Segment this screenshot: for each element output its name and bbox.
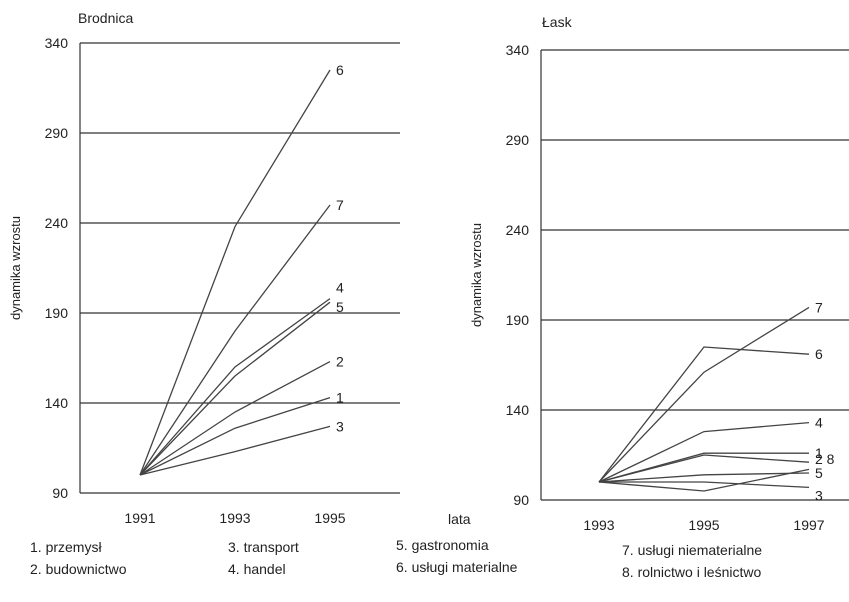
series-line-6 bbox=[139, 69, 331, 476]
y-tick-label: 290 bbox=[506, 132, 530, 148]
series-line-3 bbox=[139, 425, 331, 476]
chart-title: Brodnica bbox=[78, 10, 133, 26]
x-tick-label: 1993 bbox=[219, 510, 250, 526]
legend-item: 6. usługi materialne bbox=[396, 559, 518, 575]
series-label-2: 2 bbox=[336, 354, 344, 370]
y-tick-label: 90 bbox=[52, 485, 68, 501]
series-label-4: 4 bbox=[815, 415, 823, 431]
x-tick-label: 1997 bbox=[793, 517, 824, 533]
series-label-3: 3 bbox=[336, 418, 344, 434]
y-tick-label: 190 bbox=[45, 305, 69, 321]
series-label-5: 5 bbox=[815, 465, 823, 481]
legend-column-3: 5. gastronomia 6. usługi materialne bbox=[396, 534, 517, 578]
y-tick-label: 340 bbox=[506, 42, 530, 58]
series-line-5 bbox=[139, 301, 331, 476]
legend-item: 7. usługi niematerialne bbox=[622, 542, 763, 558]
series-label-6: 6 bbox=[815, 346, 823, 362]
y-tick-label: 340 bbox=[45, 35, 69, 51]
y-tick-label: 290 bbox=[45, 125, 69, 141]
legend-column-1: 1. przemysł 2. budownictwo bbox=[30, 536, 127, 580]
series-label-7: 7 bbox=[336, 197, 344, 213]
y-tick-label: 140 bbox=[45, 395, 69, 411]
series-label-6: 6 bbox=[336, 62, 344, 78]
series-line-2 bbox=[598, 454, 810, 483]
series-line-6 bbox=[598, 346, 810, 483]
legend-column-4: 7. usługi niematerialne 8. rolnictwo i l… bbox=[622, 539, 762, 583]
series-label-5: 5 bbox=[336, 299, 344, 315]
legend-item: 2. budownictwo bbox=[30, 561, 127, 577]
legend-item: 4. handel bbox=[228, 561, 286, 577]
series-label-2: 2 8 bbox=[815, 451, 835, 467]
x-tick-label: 1991 bbox=[124, 510, 155, 526]
y-tick-label: 140 bbox=[506, 402, 530, 418]
legend-item: 5. gastronomia bbox=[396, 537, 489, 553]
series-line-8 bbox=[598, 468, 810, 492]
series-label-4: 4 bbox=[336, 280, 344, 296]
y-tick-label: 240 bbox=[45, 215, 69, 231]
y-tick-label: 90 bbox=[513, 492, 529, 508]
y-axis-label: dynamika wzrostu bbox=[469, 223, 484, 327]
series-line-7 bbox=[598, 306, 810, 483]
y-axis-label: dynamika wzrostu bbox=[8, 216, 23, 320]
legend-item: 3. transport bbox=[228, 539, 299, 555]
series-label-1: 1 bbox=[815, 445, 823, 461]
series-line-2 bbox=[139, 361, 331, 476]
series-label-7: 7 bbox=[815, 299, 823, 315]
x-tick-label: 1993 bbox=[583, 517, 614, 533]
x-tick-label: 1995 bbox=[688, 517, 719, 533]
x-tick-label: 1995 bbox=[314, 510, 345, 526]
series-line-4 bbox=[598, 421, 810, 483]
series-line-5 bbox=[598, 472, 810, 483]
legend-item: 8. rolnictwo i leśnictwo bbox=[622, 564, 762, 580]
legend-item: 1. przemysł bbox=[30, 539, 102, 555]
series-label-3: 3 bbox=[815, 487, 823, 503]
series-label-1: 1 bbox=[336, 390, 344, 406]
series-line-1 bbox=[139, 396, 331, 476]
series-line-4 bbox=[139, 298, 331, 476]
series-line-7 bbox=[139, 204, 331, 476]
chart-title: Łask bbox=[542, 14, 573, 30]
y-tick-label: 240 bbox=[506, 222, 530, 238]
series-line-3 bbox=[599, 481, 810, 489]
legend-column-2: 3. transport 4. handel bbox=[228, 536, 299, 580]
x-axis-caption: lata bbox=[448, 511, 471, 527]
y-tick-label: 190 bbox=[506, 312, 530, 328]
